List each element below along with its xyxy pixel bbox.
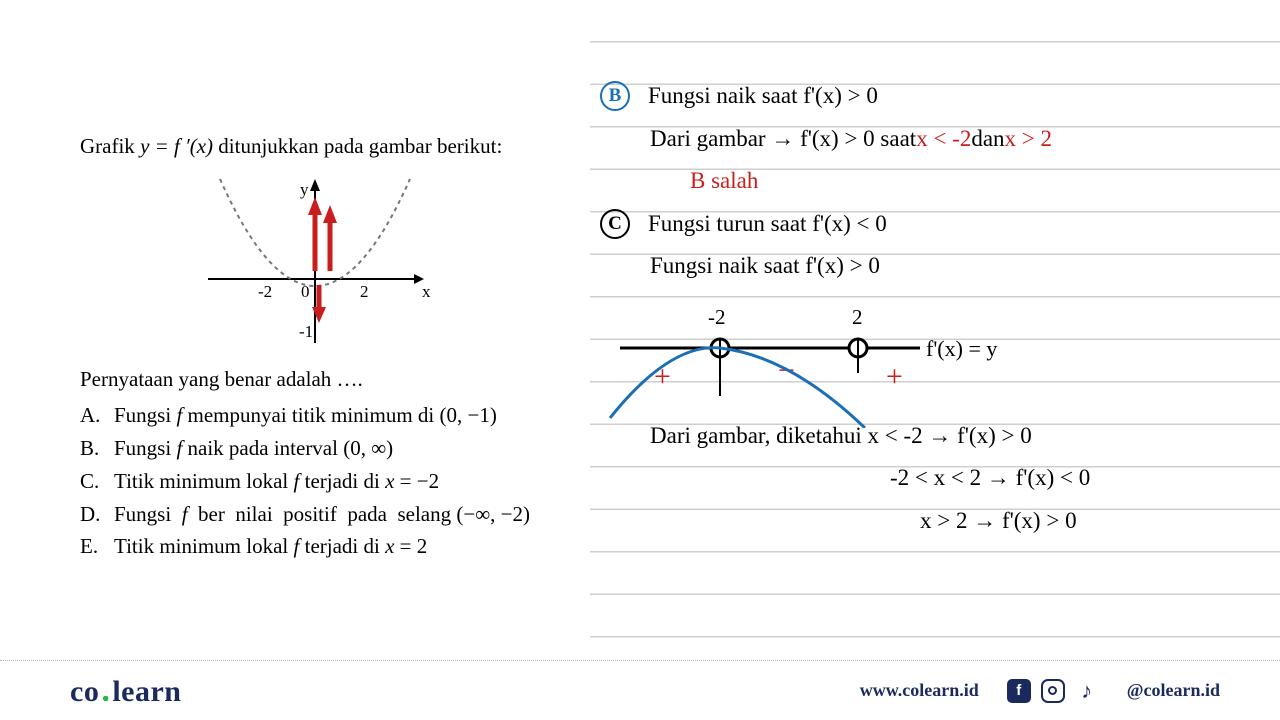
svg-text:+: + [886, 360, 903, 393]
work-b-line2: Dari gambar → f'(x) > 0 saat x < -2 dan … [650, 118, 1220, 161]
work-b-line3: B salah [600, 160, 1220, 203]
work-c-line1: C Fungsi turun saat f'(x) < 0 [600, 203, 1220, 246]
options-list: A. Fungsi f mempunyai titik minimum di (… [80, 401, 550, 562]
option-e: E. Titik minimum lokal f terjadi di x = … [80, 532, 550, 562]
question-intro: Grafik y = f ′(x) ditunjukkan pada gamba… [80, 130, 550, 163]
option-a: A. Fungsi f mempunyai titik minimum di (… [80, 401, 550, 431]
circled-b: B [600, 81, 630, 111]
facebook-icon: f [1007, 679, 1031, 703]
parabola-graph: -2 0 2 x y -1 [196, 171, 434, 351]
option-b: B. Fungsi f naik pada interval (0, ∞) [80, 434, 550, 464]
svg-text:0: 0 [301, 282, 310, 301]
work-c-line5: x > 2 → f'(x) > 0 [600, 500, 1220, 543]
sign-chart-svg: -2 2 f'(x) = y + − + [600, 288, 1140, 428]
footer-handle: @colearn.id [1127, 680, 1220, 701]
question-panel: Grafik y = f ′(x) ditunjukkan pada gamba… [0, 0, 590, 640]
work-b-line1: B Fungsi naik saat f'(x) > 0 [600, 75, 1220, 118]
intro-fx: y = f ′(x) [140, 134, 213, 158]
svg-text:f'(x) = y: f'(x) = y [926, 336, 997, 361]
work-c-line2: Fungsi naik saat f'(x) > 0 [650, 245, 1220, 288]
tiktok-icon: ♪ [1075, 679, 1099, 703]
intro-pre: Grafik [80, 134, 140, 158]
option-d: D. Fungsi f ber nilai positif pada selan… [80, 500, 550, 530]
question-statement: Pernyataan yang benar adalah …. [80, 363, 550, 396]
worked-solution-panel: B Fungsi naik saat f'(x) > 0 Dari gambar… [590, 0, 1280, 640]
option-c: C. Titik minimum lokal f terjadi di x = … [80, 467, 550, 497]
svg-text:x: x [422, 282, 431, 301]
circled-c: C [600, 209, 630, 239]
footer-right: www.colearn.id f ♪ @colearn.id [860, 679, 1220, 703]
svg-text:2: 2 [360, 282, 369, 301]
svg-text:-1: -1 [299, 322, 313, 341]
graph-figure: -2 0 2 x y -1 [80, 171, 550, 351]
work-c-line4: -2 < x < 2 → f'(x) < 0 [600, 457, 1220, 500]
content-area: Grafik y = f ′(x) ditunjukkan pada gamba… [0, 0, 1280, 640]
footer-bar: co.learn www.colearn.id f ♪ @colearn.id [0, 660, 1280, 720]
sign-chart: -2 2 f'(x) = y + − + [600, 288, 1220, 415]
svg-text:-2: -2 [708, 305, 726, 329]
svg-text:-2: -2 [258, 282, 272, 301]
svg-text:2: 2 [852, 305, 863, 329]
intro-post: ditunjukkan pada gambar berikut: [213, 134, 502, 158]
footer-url: www.colearn.id [860, 680, 979, 701]
social-icons: f ♪ [1007, 679, 1099, 703]
instagram-icon [1041, 679, 1065, 703]
brand-logo: co.learn [70, 672, 181, 710]
svg-text:y: y [300, 180, 309, 199]
